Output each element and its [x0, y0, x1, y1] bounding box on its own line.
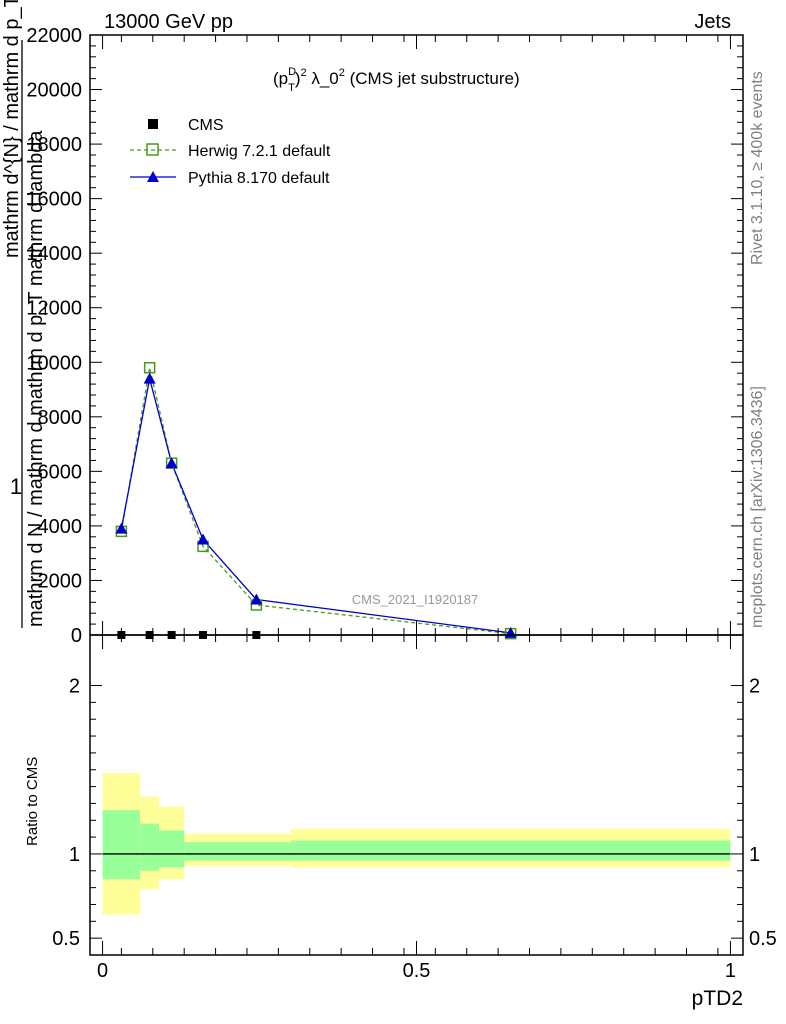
- herwig-line: [120, 367, 511, 635]
- legend-pythia-marker: [147, 171, 159, 182]
- ratio-bands: [102, 773, 731, 915]
- y-tick-label: 0: [71, 625, 82, 647]
- pythia-point: [197, 533, 210, 545]
- y-label-overlap: mathrm d^{N} / mathrm d p_T mathrm d lam…: [1, 0, 23, 258]
- y-tick-label: 10000: [26, 352, 82, 374]
- pythia-line: [120, 378, 511, 634]
- green-band: [102, 810, 141, 880]
- main-y-label: 1 mathrm d N / mathrm d mathrm d p_T mat…: [1, 0, 47, 628]
- y-label-top: 1: [10, 474, 22, 499]
- y-tick-label: 14000: [26, 243, 82, 265]
- green-band: [159, 830, 185, 868]
- pythia-point: [250, 593, 263, 605]
- y-tick-label: 16000: [26, 189, 82, 211]
- x-tick-label: 0.5: [403, 960, 431, 982]
- legend-herwig-label: Herwig 7.2.1 default: [188, 143, 331, 160]
- legend-herwig-marker: [146, 143, 159, 156]
- legend: CMS Herwig 7.2.1 default Pythia 8.170 de…: [130, 117, 331, 187]
- pythia-point: [143, 372, 156, 384]
- ratio-plot-frame: [89, 634, 744, 956]
- header-right: Jets: [694, 11, 731, 33]
- ratio-y-tick-label: 0.5: [52, 928, 80, 950]
- x-axis-label: pTD2: [692, 987, 743, 1010]
- y-tick-label: 12000: [26, 298, 82, 320]
- pythia-point: [165, 457, 178, 469]
- y-tick-label: 20000: [26, 80, 82, 102]
- title-part-d: (CMS jet substructure): [345, 69, 520, 88]
- ratio-y-tick-label-right: 2: [749, 676, 760, 698]
- main-y-axis: 0 2000 4000 6000 8000 10000 12000 14000 16000 180…: [26, 25, 743, 647]
- side-rivet: Rivet 3.1.10, ≥ 400k events: [749, 71, 766, 265]
- ratio-y-tick-label: 2: [69, 676, 80, 698]
- y-tick-label: 6000: [38, 461, 83, 483]
- y-tick-label: 22000: [26, 25, 82, 47]
- watermark: CMS_2021_I1920187: [352, 592, 479, 607]
- y-tick-label: 18000: [26, 134, 82, 156]
- y-label-bottom: mathrm d N / mathrm d mathrm d p_T mathr…: [25, 130, 47, 627]
- title-part-c: λ_0: [307, 69, 339, 88]
- legend-cms-label: CMS: [188, 117, 224, 134]
- title-sup-3: 2: [339, 67, 345, 79]
- y-tick-label: 8000: [38, 407, 83, 429]
- y-tick-label: 4000: [38, 516, 83, 538]
- side-mcplots: mcplots.cern.ch [arXiv:1306.3436]: [749, 386, 766, 628]
- green-band: [290, 840, 731, 861]
- y-tick-label: 2000: [38, 570, 83, 592]
- legend-cms-marker: [148, 119, 158, 129]
- x-tick-label: 0: [97, 960, 108, 982]
- main-data-layer: [115, 361, 517, 640]
- title-sup-2: 2: [300, 67, 306, 79]
- chart-title: (pD T)2 λ_02 (CMS jet substructure): [273, 66, 520, 94]
- header-left: 13000 GeV pp: [104, 11, 233, 33]
- ratio-y-tick-label-right: 0.5: [749, 928, 777, 950]
- ratio-y-tick-label: 1: [69, 844, 80, 866]
- ratio-y-label: Ratio to CMS: [24, 757, 41, 846]
- ratio-axes: 0.5 0.5 1 1 2 2 0 0.5 1: [52, 35, 777, 982]
- title-part-b: ): [295, 69, 301, 88]
- title-sup-1: D: [288, 66, 296, 78]
- green-band: [184, 842, 291, 861]
- ratio-y-tick-label-right: 1: [749, 844, 760, 866]
- green-band: [140, 823, 160, 871]
- title-sub-1: T: [288, 82, 295, 94]
- legend-pythia-label: Pythia 8.170 default: [188, 170, 330, 187]
- x-tick-label: 1: [725, 960, 736, 982]
- title-part-a: (p: [273, 69, 288, 88]
- pythia-point: [115, 522, 128, 534]
